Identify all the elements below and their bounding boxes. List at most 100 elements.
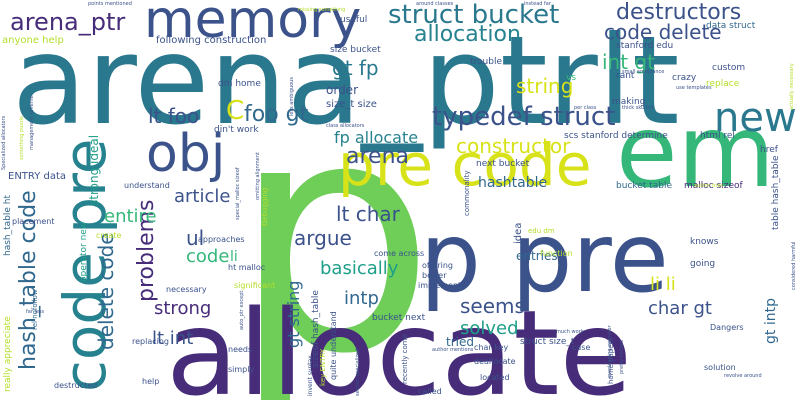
cloud-word-char-gt: char gt bbox=[648, 298, 712, 319]
cloud-word-li: li bbox=[230, 249, 238, 265]
cloud-word-arena-ptrlt: arena_ptrlt bbox=[12, 10, 680, 152]
cloud-word-specialized-allocators-vertical: Specialized allocators bbox=[1, 115, 7, 170]
cloud-word-really-appreciate-vertical: really appreciate bbox=[3, 316, 13, 392]
cloud-word-debugging-vertical: Debugging bbox=[261, 187, 269, 226]
cloud-word-offering: offering bbox=[422, 261, 453, 270]
cloud-word-ul: ul bbox=[186, 226, 205, 250]
cloud-word-making: making bbox=[612, 97, 646, 107]
cloud-word-hash-table-ht-vertical: hash_table ht bbox=[3, 194, 13, 256]
cloud-word-knows: knows bbox=[690, 237, 719, 247]
cloud-word-per-class: per class bbox=[574, 105, 597, 111]
cloud-word-struct-size-t: struct size_t bbox=[520, 337, 575, 347]
cloud-word-href: href bbox=[760, 145, 778, 155]
cloud-word-use-templates: use templates bbox=[676, 85, 712, 91]
cloud-word-thick-skulled: thick skulled bbox=[622, 105, 654, 111]
cloud-word-size-t-size: size_t size bbox=[326, 99, 377, 110]
cloud-word-ht-malloc: ht malloc bbox=[228, 263, 266, 272]
cloud-word-html-rel: html rel bbox=[700, 131, 735, 141]
cloud-word-approaches: approaches bbox=[198, 235, 245, 244]
cloud-word-overloading-operator-vertical: overloading operator bbox=[607, 325, 613, 378]
cloud-word-understand: understand bbox=[124, 181, 170, 190]
cloud-word-lt-int: lt int bbox=[152, 328, 194, 349]
cloud-word-hashtable: hashtable bbox=[478, 175, 548, 191]
cloud-word-basically: basically bbox=[320, 258, 399, 279]
cloud-word-entry-data: ENTRY data bbox=[8, 171, 67, 182]
cloud-word-dangers: Dangers bbox=[710, 323, 744, 332]
cloud-word-li-li: li li bbox=[650, 274, 676, 295]
cloud-word-gt-fp: gt fp bbox=[332, 56, 379, 80]
cloud-word-seems: seems bbox=[460, 294, 525, 318]
cloud-word-instead-far: instead far bbox=[524, 1, 551, 7]
cloud-word-malloc-sizeof: malloc sizeof bbox=[684, 181, 743, 191]
cloud-word-new: new bbox=[714, 95, 797, 141]
cloud-word-code-delete: code delete bbox=[604, 20, 722, 44]
cloud-word-far-less: far less bbox=[26, 309, 45, 315]
cloud-word-destructors: destructors bbox=[616, 0, 742, 25]
cloud-word-int-gt: int gt bbox=[602, 50, 655, 74]
cloud-word-create: create bbox=[96, 231, 122, 240]
cloud-word-arena: arena bbox=[346, 144, 410, 169]
cloud-word-arena-ptr: arena_ptr bbox=[10, 8, 126, 36]
cloud-word-code: code bbox=[186, 246, 230, 267]
cloud-word-size-bucket: size bucket bbox=[330, 45, 381, 55]
cloud-word-revolve-around: revolve around bbox=[724, 373, 762, 379]
cloud-word-anyone-help: anyone help bbox=[2, 35, 64, 46]
cloud-word-author-mentions: author mentions bbox=[432, 347, 474, 353]
cloud-word-lt-char: lt char bbox=[336, 202, 400, 226]
cloud-word-strong: strong bbox=[154, 298, 212, 319]
cloud-word-author-tries: author tries bbox=[694, 183, 724, 189]
cloud-word-delete-code-vertical: delete code bbox=[94, 232, 118, 350]
cloud-word-bucket-table: bucket table bbox=[616, 181, 672, 191]
cloud-word-tried: tried bbox=[446, 335, 474, 349]
cloud-word-dint-work: din't work bbox=[214, 125, 259, 135]
cloud-word-following-construction: following construction bbox=[156, 35, 267, 46]
cloud-word-management-scheme-vertical: management scheme bbox=[29, 95, 35, 150]
cloud-word-section-specialized-vertical: section specialized bbox=[355, 348, 361, 396]
cloud-word-significant: significant bbox=[234, 281, 276, 290]
cloud-word-necessary: necessary bbox=[166, 285, 207, 294]
cloud-word-lt-foo: lt foo bbox=[148, 104, 200, 128]
cloud-word-something-puzzle-vertical: something puzzle bbox=[19, 115, 25, 160]
cloud-word-fp-allocate: fp allocate bbox=[334, 128, 419, 147]
cloud-word-crazy: crazy bbox=[672, 73, 697, 83]
cloud-word-foo-gt: foo gt bbox=[244, 102, 309, 127]
cloud-word-less-ambiguous-vertical: less ambiguous bbox=[289, 77, 295, 116]
cloud-word-edu-dm: edu dm bbox=[528, 227, 555, 235]
cloud-word-vs: vs bbox=[566, 73, 577, 83]
cloud-word-replacing: replacing bbox=[132, 337, 170, 346]
cloud-word-struct-bucket: struct bucket bbox=[388, 0, 560, 30]
cloud-word-memory: memory bbox=[144, 0, 362, 50]
cloud-word-deallocate: deallocate bbox=[474, 357, 516, 366]
cloud-word-allocate: allocate bbox=[166, 284, 633, 400]
cloud-word-points-mentioned: points mentioned bbox=[88, 1, 132, 7]
cloud-word-implement: implement bbox=[418, 281, 462, 290]
cloud-word-case: case bbox=[572, 343, 591, 352]
cloud-word-trouble: trouble bbox=[470, 57, 502, 67]
cloud-word-around-classes: around classes bbox=[416, 1, 454, 7]
cloud-word-considered-harmful-vertical: considered harmful bbox=[791, 241, 797, 290]
cloud-word-char-key: char key bbox=[474, 343, 509, 352]
cloud-word-come-across: come across bbox=[374, 249, 425, 258]
cloud-word-argue: argue bbox=[294, 226, 352, 250]
cloud-word-function: function bbox=[540, 249, 573, 258]
cloud-word-stanford-edu: stanford edu bbox=[616, 41, 674, 51]
cloud-word-auto-ptr-except-vertical: auto_ptr except bbox=[239, 290, 245, 330]
cloud-word-needs: needs bbox=[228, 345, 253, 354]
cloud-word-p: p bbox=[232, 52, 436, 400]
cloud-word-pretty-limited-vertical: pretty limited bbox=[619, 340, 625, 374]
cloud-word-strong-ideal-vertical: strong ideal bbox=[87, 134, 101, 206]
cloud-word-c: C bbox=[226, 96, 245, 126]
cloud-word-missing-something: missing something bbox=[298, 7, 346, 13]
cloud-word-entries: entries bbox=[516, 249, 558, 263]
cloud-word-obj: obj bbox=[146, 124, 226, 184]
cloud-word-custom: custom bbox=[712, 63, 746, 73]
cloud-word-actually-necessary-vertical: actually necessary bbox=[789, 63, 795, 110]
cloud-word-idea-vertical: idea bbox=[513, 222, 524, 244]
cloud-word-entire: entire bbox=[104, 206, 157, 227]
cloud-word-help: help bbox=[142, 377, 160, 386]
cloud-word-replace: replace bbox=[706, 79, 740, 89]
cloud-word-placement: placement bbox=[12, 217, 55, 226]
cloud-word-useful: useful bbox=[340, 15, 368, 25]
cloud-word-class-allocators: class allocators bbox=[326, 123, 365, 129]
